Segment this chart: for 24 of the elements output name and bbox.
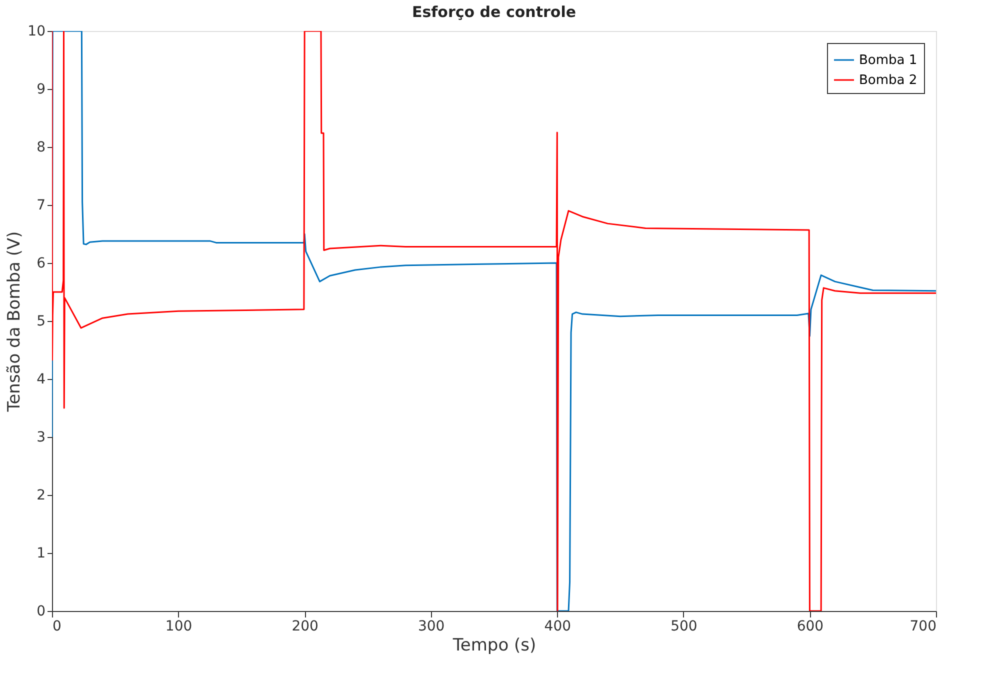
y-tick-label: 4 [36,372,46,388]
y-tick-label: 5 [36,314,46,330]
legend-label: Bomba 1 [859,53,918,68]
y-tick-label: 7 [36,198,46,214]
x-tick-label: 300 [418,618,445,634]
y-tick-label: 8 [36,140,46,156]
y-tick-label: 3 [36,430,46,446]
x-tick-label: 0 [52,618,62,634]
y-tick-label: 1 [36,546,46,562]
x-axis-title: Tempo (s) [452,636,536,656]
x-tick-label: 600 [796,618,824,634]
x-tick-label: 400 [544,618,572,634]
legend-label: Bomba 2 [859,73,918,88]
y-tick-label: 2 [36,488,46,504]
x-tick-label: 100 [165,618,192,634]
x-tick-label: 700 [910,618,936,634]
chart-title: Esforço de controle [412,3,576,21]
y-tick-label: 0 [36,604,46,620]
y-tick-label: 6 [36,256,46,272]
y-tick-label: 10 [28,24,46,40]
y-axis-title: Tensão da Bomba (V) [4,231,25,413]
x-tick-label: 500 [670,618,698,634]
x-tick-label: 200 [292,618,318,634]
y-tick-label: 9 [36,82,46,98]
